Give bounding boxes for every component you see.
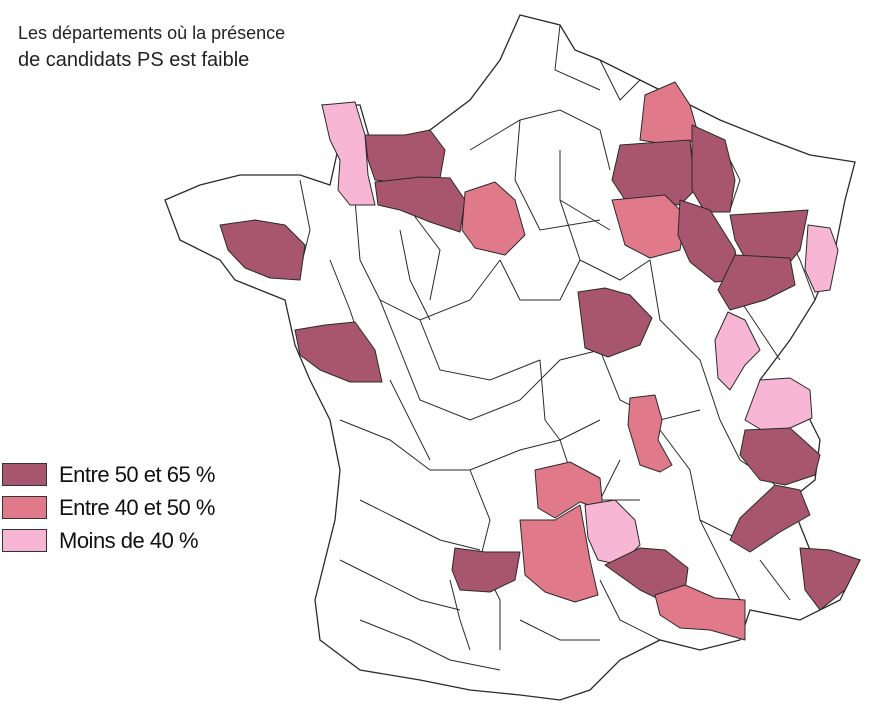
map-legend: Entre 50 et 65 % Entre 40 et 50 % Moins … <box>2 458 215 557</box>
map-title: Les départements où la présence de candi… <box>18 20 285 74</box>
dept-loire: Loire <box>627 394 673 473</box>
dept-savoie: Savoie <box>739 427 821 486</box>
highlighted-departments: Manche Calvados Orne Eure-et-Loir Morbih… <box>219 81 861 641</box>
dept-ardeche: Ardèche <box>604 547 689 603</box>
legend-item-low: Moins de 40 % <box>2 524 215 557</box>
dept-lot: Lot <box>451 547 521 593</box>
dept-morbihan: Morbihan <box>219 219 306 281</box>
dept-haute-savoie: Haute-Savoie <box>744 377 813 433</box>
dept-meuse: Meuse <box>691 124 736 213</box>
legend-label-high: Entre 50 et 65 % <box>59 461 215 487</box>
dept-calvados: Calvados <box>364 129 446 184</box>
dept-jura: Jura <box>714 311 761 391</box>
legend-label-mid: Entre 40 et 50 % <box>59 494 215 520</box>
dept-haut-rhin: Haut-Rhin <box>804 224 839 293</box>
map-title-line2: de candidats PS est faible <box>18 49 250 71</box>
dept-eure-et-loir: Eure-et-Loir <box>461 181 526 256</box>
dept-alpes-maritimes: Alpes-Maritimes <box>799 547 861 611</box>
map-title-line1: Les départements où la présence <box>18 23 286 43</box>
legend-label-low: Moins de 40 % <box>59 527 199 553</box>
dept-vosges: Vosges <box>729 209 809 263</box>
dept-manche: Manche <box>321 101 376 206</box>
legend-swatch-high <box>2 463 47 486</box>
dept-var: Var <box>654 584 746 641</box>
france-outline <box>164 14 861 701</box>
dept-hautes-alpes: Hautes-Alpes <box>729 484 811 553</box>
dept-marne: Marne <box>611 139 696 206</box>
legend-item-high: Entre 50 et 65 % <box>2 458 215 491</box>
legend-swatch-low <box>2 529 47 552</box>
dept-vendee: Vendée <box>294 321 383 383</box>
legend-item-mid: Entre 40 et 50 % <box>2 491 215 524</box>
dept-aube: Aube <box>611 194 686 259</box>
legend-swatch-mid <box>2 496 47 519</box>
dept-nievre: Nièvre <box>577 287 653 358</box>
dept-orne: Orne <box>374 176 466 233</box>
dept-aveyron: Aveyron <box>519 504 599 603</box>
dept-haute-saone: Haute-Saône <box>717 254 796 311</box>
